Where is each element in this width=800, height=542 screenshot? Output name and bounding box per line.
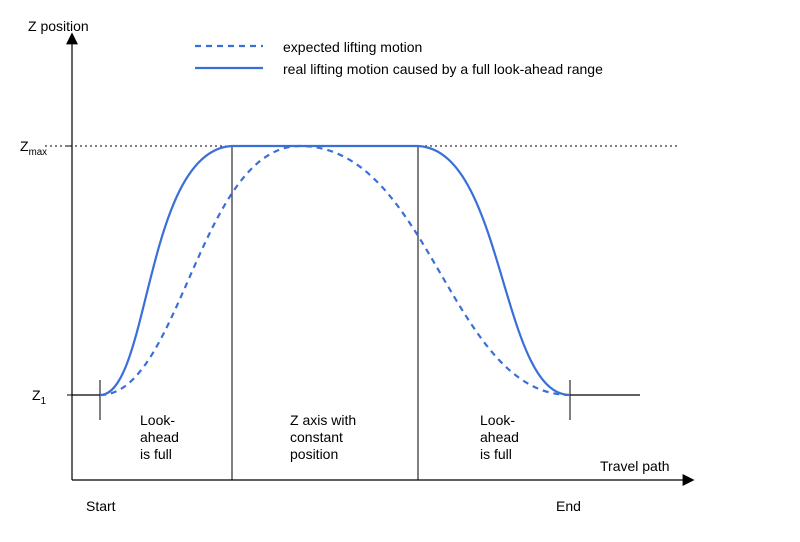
y-tick-zmax: Zmax xyxy=(20,138,47,159)
x-start-label: Start xyxy=(86,498,116,515)
region-label-lookahead-right: Look- ahead is full xyxy=(480,412,519,462)
region-label-lookahead-left: Look- ahead is full xyxy=(140,412,179,462)
real-curve xyxy=(100,146,570,395)
legend-real-label: real lifting motion caused by a full loo… xyxy=(283,61,603,78)
region-label-zconst: Z axis with constant position xyxy=(290,412,356,462)
y-tick-z1: Z1 xyxy=(32,387,46,408)
chart-svg xyxy=(0,0,800,542)
legend-expected-label: expected lifting motion xyxy=(283,39,422,56)
diagram-canvas: Z position Travel path Zmax Z1 Start End… xyxy=(0,0,800,542)
x-axis-label: Travel path xyxy=(600,458,670,475)
x-end-label: End xyxy=(556,498,581,515)
y-axis-label: Z position xyxy=(28,18,89,35)
